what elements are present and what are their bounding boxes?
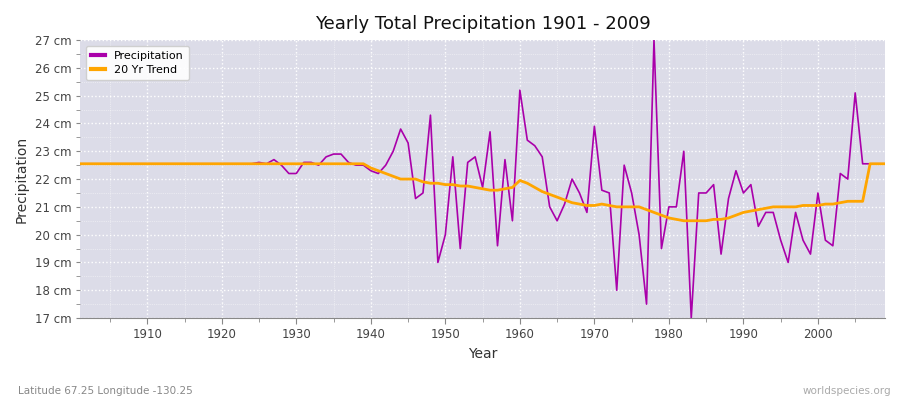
Legend: Precipitation, 20 Yr Trend: Precipitation, 20 Yr Trend xyxy=(86,46,189,80)
Line: Precipitation: Precipitation xyxy=(80,40,885,318)
Text: worldspecies.org: worldspecies.org xyxy=(803,386,891,396)
20 Yr Trend xyxy=(515,178,526,183)
Precipitation xyxy=(686,316,697,320)
20 Yr Trend xyxy=(679,218,689,223)
Precipitation xyxy=(75,161,86,166)
20 Yr Trend xyxy=(604,203,615,208)
Precipitation xyxy=(134,161,145,166)
Precipitation xyxy=(515,88,526,92)
Y-axis label: Precipitation: Precipitation xyxy=(15,136,29,223)
20 Yr Trend xyxy=(507,185,517,190)
X-axis label: Year: Year xyxy=(468,347,498,361)
Line: 20 Yr Trend: 20 Yr Trend xyxy=(80,164,885,221)
Precipitation xyxy=(649,38,660,42)
Text: Latitude 67.25 Longitude -130.25: Latitude 67.25 Longitude -130.25 xyxy=(18,386,193,396)
Precipitation xyxy=(604,190,615,195)
20 Yr Trend xyxy=(343,161,354,166)
20 Yr Trend xyxy=(299,161,310,166)
Precipitation xyxy=(343,160,354,165)
Precipitation xyxy=(507,218,517,223)
Precipitation xyxy=(299,160,310,165)
Precipitation xyxy=(879,161,890,166)
Title: Yearly Total Precipitation 1901 - 2009: Yearly Total Precipitation 1901 - 2009 xyxy=(315,15,651,33)
20 Yr Trend xyxy=(879,161,890,166)
20 Yr Trend xyxy=(134,161,145,166)
20 Yr Trend xyxy=(75,161,86,166)
